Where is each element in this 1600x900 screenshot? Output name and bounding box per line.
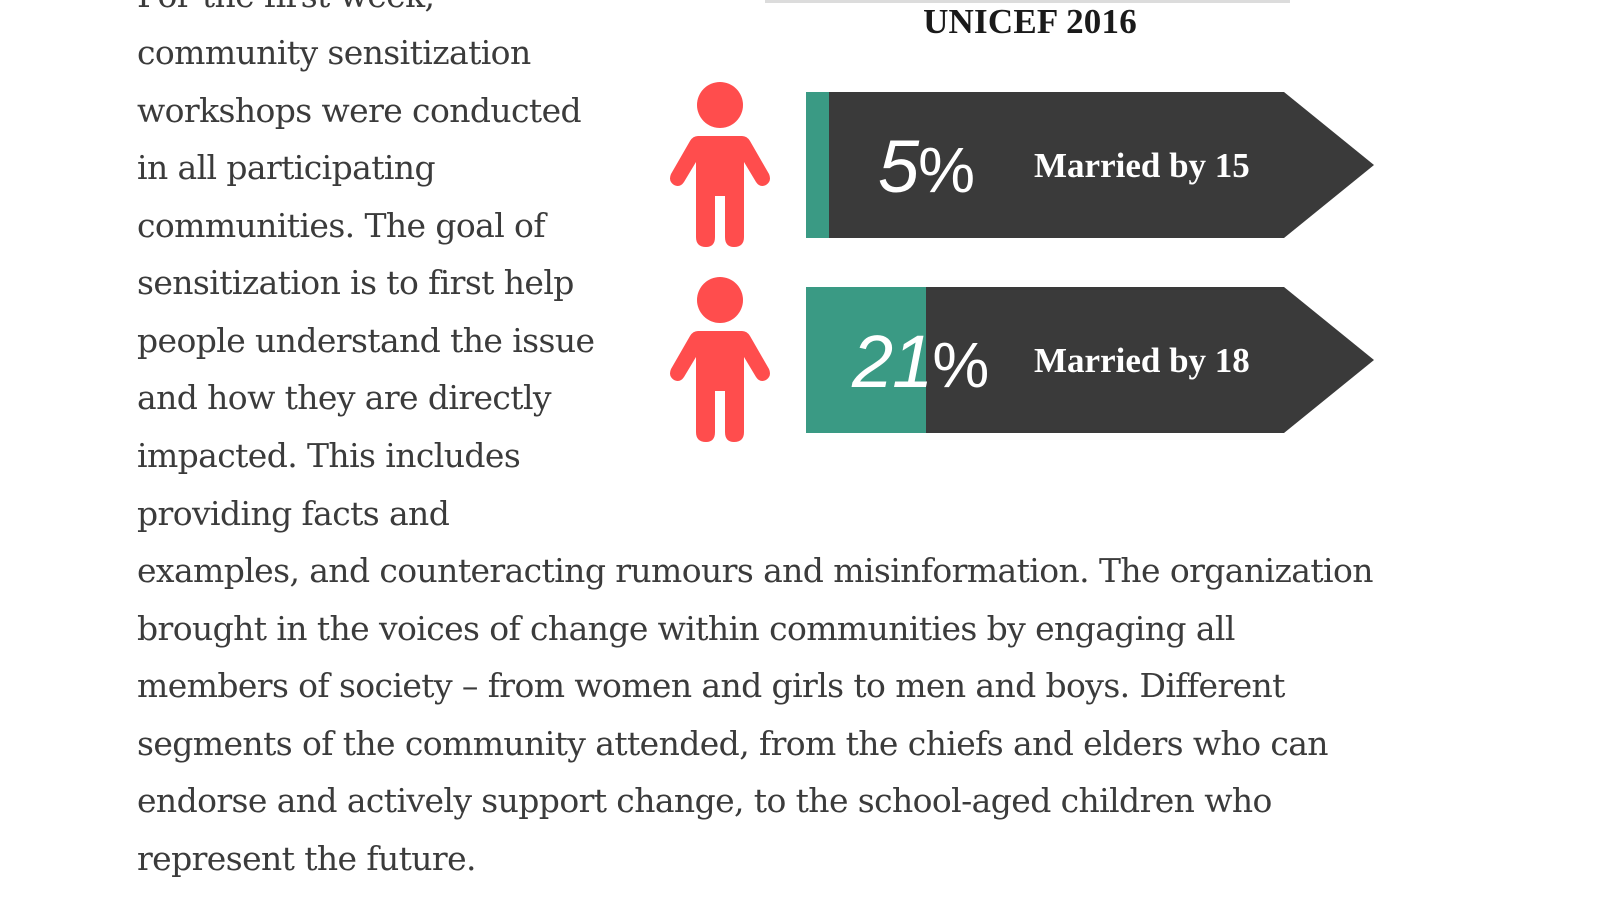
paragraph-line: represent the future.	[137, 839, 477, 878]
stat-number: 5	[878, 125, 919, 208]
stat-label: Married by 15	[1034, 146, 1250, 185]
child-marriage-infographic: UNICEF 2016 5% Married by 15	[660, 0, 1400, 460]
paragraph-line: impacted. This includes	[137, 436, 521, 475]
person-icon	[670, 82, 770, 247]
paragraph-line: and how they are directly	[137, 378, 552, 417]
paragraph-line: brought in the voices of change within c…	[137, 609, 1235, 648]
stat-row-married-by-15: 5% Married by 15	[660, 82, 1400, 252]
paragraph-line: people understand the issue	[137, 321, 595, 360]
paragraph-line: providing facts and	[137, 494, 450, 533]
stat-number: 21	[852, 320, 933, 403]
stat-percent: 5%	[878, 130, 975, 207]
stat-bar: 5% Married by 15	[806, 92, 1376, 238]
percent-sign: %	[932, 329, 989, 401]
paragraph-line: in all participating	[137, 148, 436, 187]
stat-bar: 21% Married by 18	[806, 287, 1376, 433]
paragraph-line: sensitization is to first help	[137, 263, 574, 302]
paragraph-line: workshops were conducted	[137, 91, 582, 130]
infographic-source-title: UNICEF 2016	[923, 2, 1137, 41]
paragraph-line: examples, and counteracting rumours and …	[137, 551, 1373, 590]
paragraph-line: For the first week,	[137, 0, 435, 16]
stat-percent: 21%	[852, 325, 989, 402]
paragraph-line: community sensitization	[137, 33, 531, 72]
infographic-heading-clipped	[765, 0, 1290, 3]
paragraph-line: communities. The goal of	[137, 206, 546, 245]
arrow-bar-shape	[806, 287, 1374, 433]
person-icon	[670, 277, 770, 442]
percent-sign: %	[918, 134, 975, 206]
paragraph-line: segments of the community attended, from…	[137, 724, 1329, 763]
paragraph-line: members of society – from women and girl…	[137, 666, 1285, 705]
paragraph-line: endorse and actively support change, to …	[137, 781, 1272, 820]
stat-label: Married by 18	[1034, 341, 1250, 380]
stat-row-married-by-18: 21% Married by 18	[660, 277, 1400, 447]
arrow-bar-shape	[806, 92, 1374, 238]
